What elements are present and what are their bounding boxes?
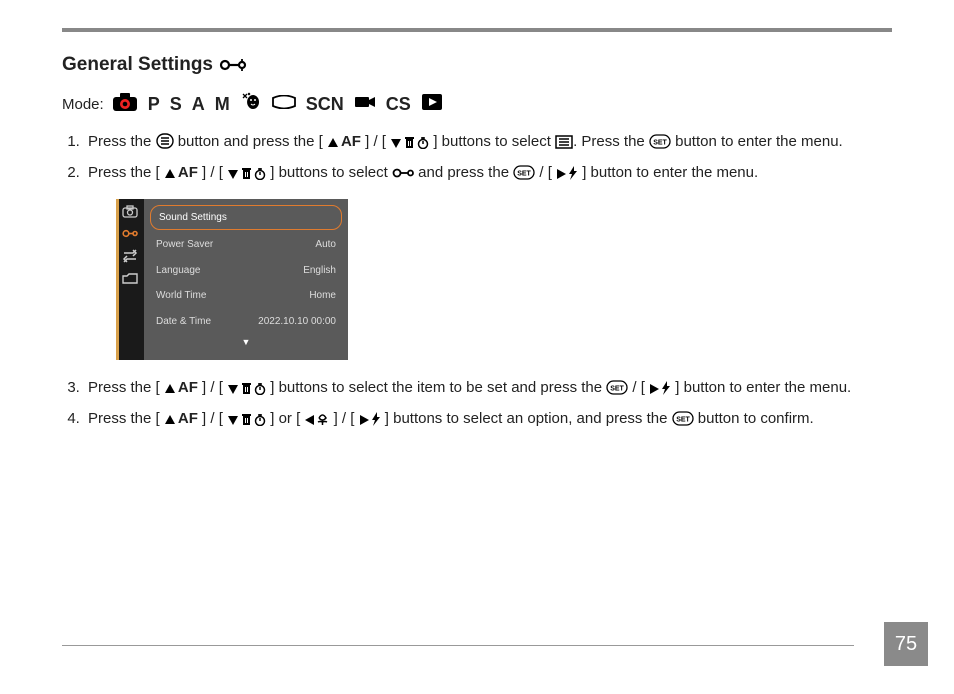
menu-sidebar (116, 199, 144, 360)
wrench-icon (219, 56, 247, 74)
set-button-icon: SET (672, 411, 694, 426)
macro-icon (316, 413, 329, 426)
set-button-icon: SET (513, 165, 535, 180)
step-2: Press the [ AF ] / [ ] buttons to select… (84, 161, 892, 360)
left-arrow-icon (304, 414, 315, 426)
step-3: Press the [ AF ] / [ ] buttons to select… (84, 376, 892, 399)
mode-scn: SCN (306, 94, 344, 115)
menu-button-icon (156, 133, 174, 149)
down-arrow-icon (390, 137, 402, 149)
menu-list: Sound Settings Power Saver Auto Language… (144, 199, 348, 360)
face-beauty-icon (240, 92, 262, 116)
timer-icon (254, 382, 266, 395)
timer-icon (417, 136, 429, 149)
set-button-icon: SET (649, 134, 671, 149)
down-arrow-icon (227, 414, 239, 426)
sidebar-accent (116, 199, 119, 360)
mode-p: P (148, 94, 160, 115)
up-arrow-icon (164, 414, 176, 426)
menu-item-date-time[interactable]: Date & Time 2022.10.10 00:00 (144, 309, 348, 335)
list-icon (555, 135, 573, 149)
svg-text:SET: SET (610, 385, 624, 392)
menu-item-power-saver[interactable]: Power Saver Auto (144, 232, 348, 258)
top-rule (62, 28, 892, 32)
set-button-icon: SET (606, 380, 628, 395)
right-arrow-icon (556, 168, 567, 180)
mode-cs: CS (386, 94, 411, 115)
bottom-rule (62, 645, 854, 646)
menu-item-language[interactable]: Language English (144, 258, 348, 284)
delete-icon (404, 136, 415, 149)
sidebar-camera-icon (122, 205, 138, 218)
page-number: 75 (884, 622, 928, 666)
mode-a: A (192, 94, 205, 115)
svg-text:SET: SET (517, 171, 531, 178)
mode-m: M (215, 94, 230, 115)
wrench-icon (392, 166, 414, 180)
steps-list: Press the button and press the [ AF ] / … (62, 130, 892, 430)
step-4: Press the [ AF ] / [ ] or [ ] / [ ] butt… (84, 407, 892, 430)
up-arrow-icon (327, 137, 339, 149)
camera-icon (112, 92, 138, 116)
flash-icon (661, 381, 671, 395)
panorama-icon (272, 95, 296, 113)
svg-text:SET: SET (676, 417, 690, 424)
menu-screenshot: Sound Settings Power Saver Auto Language… (116, 199, 348, 360)
up-arrow-icon (164, 168, 176, 180)
flash-icon (568, 166, 578, 180)
menu-item-sound[interactable]: Sound Settings (150, 205, 342, 231)
menu-item-world-time[interactable]: World Time Home (144, 283, 348, 309)
svg-text:SET: SET (653, 140, 667, 147)
mode-s: S (170, 94, 182, 115)
sidebar-connection-icon (122, 249, 138, 263)
timer-icon (254, 413, 266, 426)
delete-icon (241, 167, 252, 180)
delete-icon (241, 382, 252, 395)
delete-icon (241, 413, 252, 426)
right-arrow-icon (359, 414, 370, 426)
heading-text: General Settings (62, 54, 213, 76)
up-arrow-icon (164, 383, 176, 395)
down-arrow-icon (227, 383, 239, 395)
mode-label: Mode: (62, 96, 104, 113)
sidebar-wrench-icon (122, 228, 138, 239)
right-arrow-icon (649, 383, 660, 395)
sidebar-folder-icon (122, 273, 138, 285)
page-title: General Settings (62, 54, 892, 76)
step-1: Press the button and press the [ AF ] / … (84, 130, 892, 153)
menu-scroll-indicator: ▼ (144, 334, 348, 354)
mode-icons: P S A M SCN CS (112, 92, 443, 116)
down-arrow-icon (227, 168, 239, 180)
movie-icon (354, 94, 376, 114)
timer-icon (254, 167, 266, 180)
flash-icon (371, 412, 381, 426)
mode-row: Mode: P S A M SCN CS (62, 92, 892, 116)
playback-icon (421, 93, 443, 115)
